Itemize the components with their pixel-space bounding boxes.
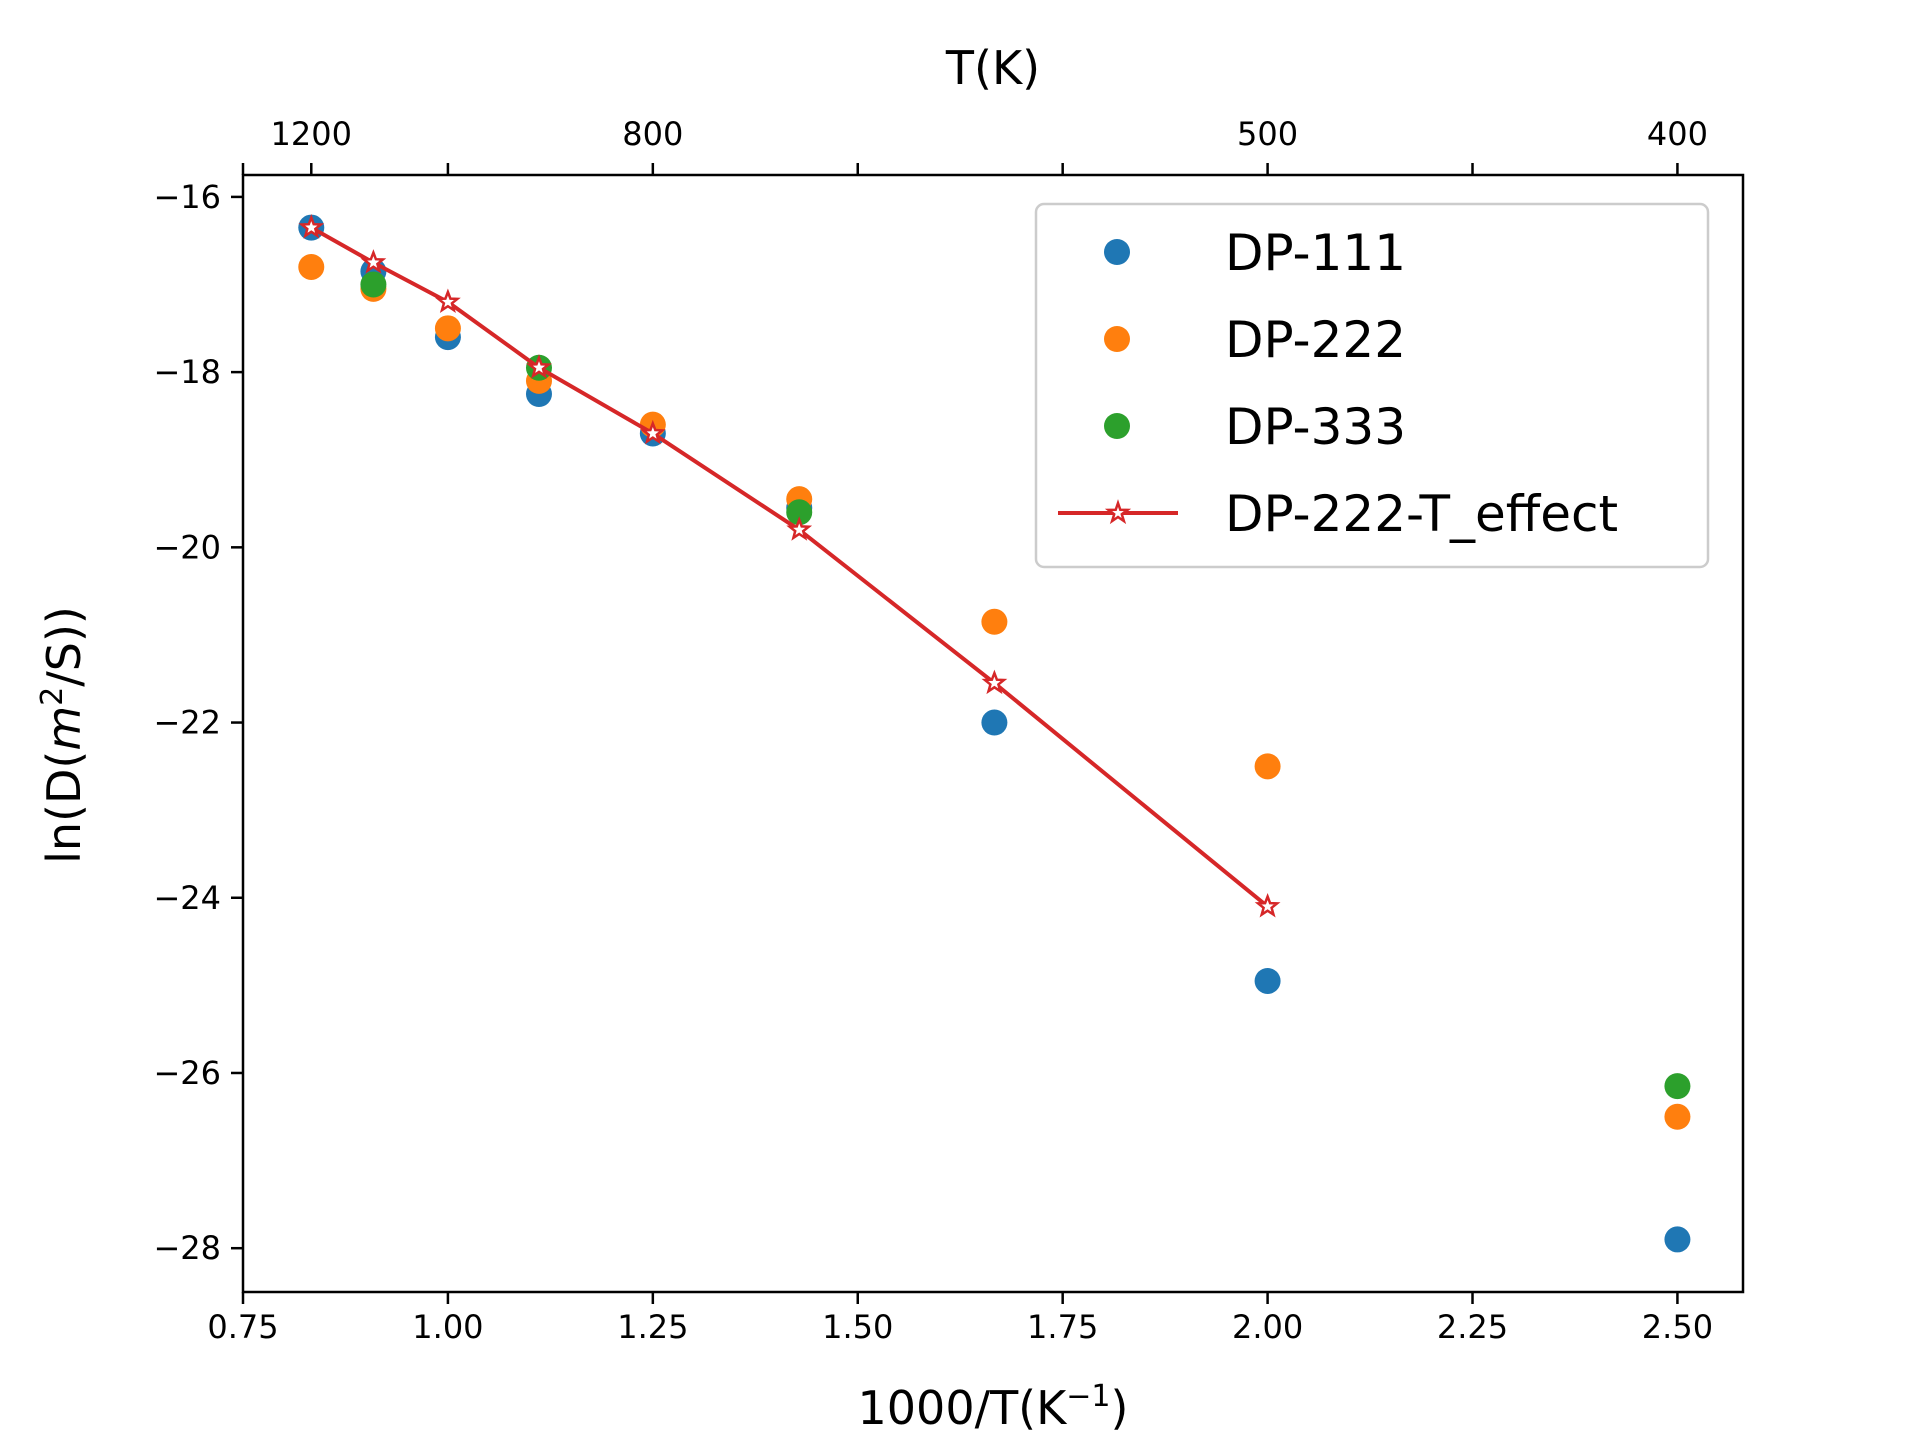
top-tick-label-400: 400 [1647, 115, 1708, 153]
point-dp-222-7 [1254, 753, 1281, 780]
x-tick-label-2-00: 2.00 [1232, 1308, 1303, 1346]
legend-marker-dp-222 [1104, 326, 1130, 352]
x-tick-label-0-75: 0.75 [207, 1308, 278, 1346]
point-dp-111-7 [1254, 967, 1281, 994]
point-dp-222-t-effect-5 [786, 516, 813, 541]
point-dp-222-t-effect-3 [526, 354, 552, 379]
point-dp-222-2 [434, 315, 461, 342]
y-axis-title-main: ln(D( [37, 751, 91, 864]
point-dp-222-0 [298, 253, 325, 280]
legend-marker-dp-333 [1104, 413, 1130, 439]
x-tick-label-1-75: 1.75 [1027, 1308, 1098, 1346]
x-tick-label-1-25: 1.25 [617, 1308, 688, 1346]
point-dp-222-t-effect-2 [435, 288, 461, 313]
top-axis-title: T(K) [945, 41, 1040, 95]
y-tick-label-16: −16 [153, 178, 221, 216]
x-tick-label-1-00: 1.00 [412, 1308, 483, 1346]
y-tick-label-18: −18 [153, 353, 221, 391]
y-tick-label-22: −22 [153, 704, 221, 742]
point-dp-222-8 [1664, 1103, 1691, 1130]
point-dp-111-8 [1664, 1226, 1691, 1253]
legend-label-dp-222: DP-222 [1225, 311, 1406, 369]
legend-marker-dp-111 [1104, 239, 1130, 265]
series-dp-222-t-effect [298, 214, 1281, 918]
y-tick-label-28: −28 [153, 1229, 221, 1267]
point-dp-333-3 [1664, 1073, 1691, 1100]
point-dp-222-t-effect-4 [639, 419, 666, 445]
x-axis-title-end: ) [1111, 1381, 1129, 1435]
y-tick-label-24: −24 [153, 879, 221, 917]
y-axis-title-sup: 2 [35, 687, 70, 706]
top-tick-label-500: 500 [1237, 115, 1298, 153]
point-dp-222-t-effect-0 [298, 214, 325, 239]
x-axis-title: 1000/T(K−1) [858, 1379, 1129, 1435]
point-dp-222-6 [981, 608, 1008, 635]
point-dp-222-t-effect-1 [360, 249, 387, 274]
data-marks [298, 214, 1691, 1253]
legend-label-dp-333: DP-333 [1225, 398, 1406, 456]
point-dp-222-t-effect-7 [1254, 892, 1281, 918]
point-dp-333-0 [360, 271, 387, 298]
y-axis-title-var: m [37, 706, 91, 751]
x-tick-label-2-25: 2.25 [1437, 1308, 1508, 1346]
legend-marker-dp-222-t-effect [1104, 499, 1132, 525]
x-tick-label-1-50: 1.50 [822, 1308, 893, 1346]
point-dp-111-6 [981, 709, 1008, 736]
legend-label-dp-222-t-effect: DP-222-T_effect [1225, 485, 1618, 543]
y-tick-label-20: −20 [153, 528, 221, 566]
y-axis-title: ln(D(m2/S)) [35, 606, 91, 864]
x-tick-label-2-50: 2.50 [1642, 1308, 1713, 1346]
top-tick-label-1200: 1200 [271, 115, 352, 153]
y-axis-title-end: /S)) [37, 606, 91, 687]
legend: DP-111 DP-222 DP-333 DP-222-T_effect [1034, 202, 1710, 569]
legend-label-dp-111: DP-111 [1225, 224, 1406, 282]
point-dp-222-t-effect-6 [981, 669, 1008, 695]
top-tick-label-800: 800 [622, 115, 683, 153]
plot-frame [241, 173, 1745, 1294]
point-dp-333-2 [786, 499, 813, 526]
y-tick-label-26: −26 [153, 1054, 221, 1092]
x-axis-title-main: 1000/T(K [858, 1381, 1069, 1435]
series-line-dp-222-t-effect [310, 225, 1269, 909]
legend-box [1034, 202, 1710, 569]
x-axis-title-sup: −1 [1066, 1379, 1110, 1414]
axes: 0.75 1.00 1.25 1.50 1.75 2.00 2.25 2.50 −16 −18 −2… [153, 115, 1713, 1346]
